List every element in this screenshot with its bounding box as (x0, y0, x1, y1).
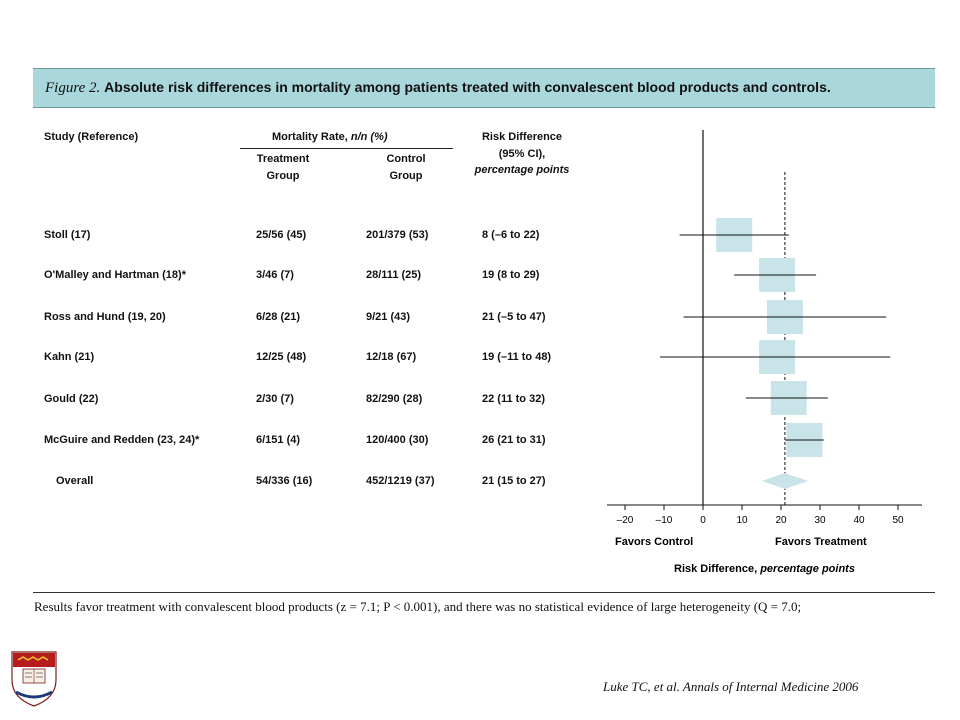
risk-difference: 22 (11 to 32) (482, 393, 545, 405)
header-rule (240, 148, 453, 149)
x-tick-label: 10 (736, 515, 748, 526)
treatment-rate: 25/56 (45) (256, 229, 307, 241)
x-tick-label: 40 (853, 515, 865, 526)
control-rate: 201/379 (53) (366, 229, 429, 241)
header-study: Study (Reference) (44, 131, 139, 143)
study-name: Stoll (17) (44, 229, 91, 241)
figure-title-bar: Figure 2. Absolute risk differences in m… (33, 68, 935, 108)
treatment-rate: 3/46 (7) (256, 269, 294, 281)
header-mortality-rate: Mortality Rate, n/n (%) (272, 131, 388, 143)
treatment-rate: 6/28 (21) (256, 311, 301, 323)
study-name: McGuire and Redden (23, 24)* (44, 434, 200, 446)
x-tick-label: 30 (814, 515, 826, 526)
control-rate: 9/21 (43) (366, 311, 411, 323)
footnote: Results favor treatment with convalescen… (34, 599, 802, 614)
citation: Luke TC, et al. Annals of Internal Medic… (603, 679, 859, 694)
risk-difference: 19 (–11 to 48) (482, 351, 552, 363)
x-axis-label: Risk Difference, percentage points (674, 563, 855, 575)
study-name: Overall (56, 475, 94, 487)
x-axis-label-prefix: Risk Difference, (674, 563, 760, 575)
forest-plot: –20 –10 0 10 20 30 40 50 Favors Control Favors Tr… (607, 130, 922, 575)
risk-difference: 8 (–6 to 22) (482, 229, 540, 241)
university-crest-logo (11, 651, 57, 707)
header-risk-difference: Risk Difference (95% CI), percentage poi… (474, 131, 570, 176)
control-rate: 82/290 (28) (366, 393, 423, 405)
treatment-rate: 2/30 (7) (256, 393, 294, 405)
study-name: O'Malley and Hartman (18)* (44, 269, 186, 281)
treatment-rate: 12/25 (48) (256, 351, 307, 363)
control-rate: 28/111 (25) (366, 269, 422, 281)
x-tick-label: 0 (700, 515, 706, 526)
x-axis-label-italic: percentage points (759, 563, 855, 575)
favors-treatment-label: Favors Treatment (775, 536, 867, 548)
x-tick-label: –20 (617, 515, 634, 526)
x-tick-label: 20 (775, 515, 787, 526)
favors-control-label: Favors Control (615, 536, 693, 548)
treatment-rate: 54/336 (16) (256, 475, 313, 487)
study-name: Kahn (21) (44, 351, 95, 363)
header-treatment: Treatment Group (256, 153, 310, 182)
x-tick-label: 50 (892, 515, 904, 526)
risk-difference: 19 (8 to 29) (482, 269, 540, 281)
control-rate: 452/1219 (37) (366, 475, 435, 487)
x-tick-label: –10 (656, 515, 673, 526)
study-name: Gould (22) (44, 393, 99, 405)
study-name: Ross and Hund (19, 20) (44, 311, 166, 323)
header-control: Control Group (386, 153, 426, 182)
figure-label: Figure 2. (45, 80, 101, 96)
footnote-rule (33, 592, 935, 593)
risk-difference: 21 (–5 to 47) (482, 311, 546, 323)
control-rate: 12/18 (67) (366, 351, 417, 363)
control-rate: 120/400 (30) (366, 434, 429, 446)
overall-estimate-diamond (761, 473, 809, 489)
figure-title: Absolute risk differences in mortality a… (104, 79, 831, 95)
risk-difference: 26 (21 to 31) (482, 434, 546, 446)
risk-difference: 21 (15 to 27) (482, 475, 546, 487)
treatment-rate: 6/151 (4) (256, 434, 301, 446)
